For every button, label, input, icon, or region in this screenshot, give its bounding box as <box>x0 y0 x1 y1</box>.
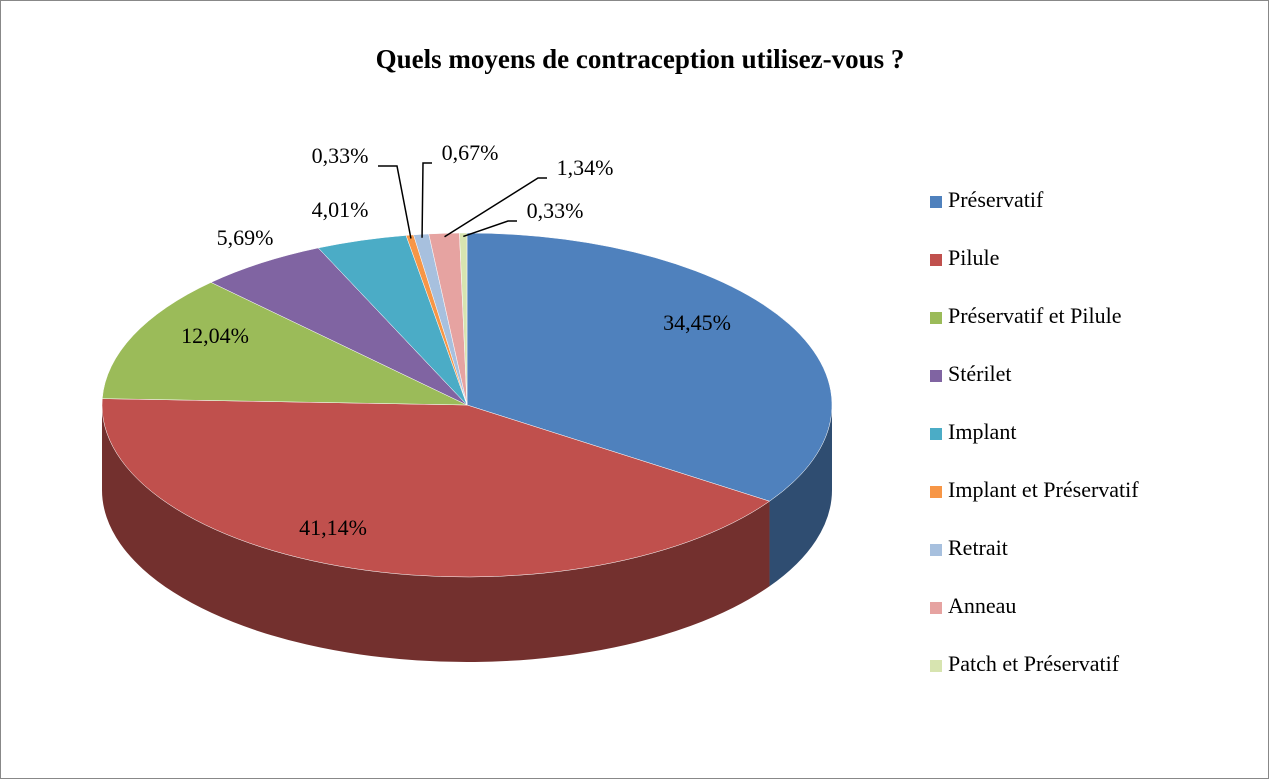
leader-line <box>463 220 517 238</box>
slice <box>101 398 771 578</box>
leader-line <box>421 162 432 238</box>
slice <box>210 247 468 406</box>
data-label: 4,01% <box>312 197 369 222</box>
legend-label: Retrait <box>948 535 1008 560</box>
legend-label: Préservatif <box>948 187 1044 212</box>
legend-swatch <box>930 370 942 382</box>
legend-label: Anneau <box>948 593 1016 618</box>
legend-swatch <box>930 660 942 672</box>
data-label: 41,14% <box>299 515 367 540</box>
data-label: 0,33% <box>527 198 584 223</box>
slice-side <box>102 405 770 662</box>
slice <box>459 232 468 406</box>
slice-side <box>769 405 832 587</box>
legend-label: Implant <box>948 419 1016 444</box>
slice <box>101 282 468 406</box>
leader-line <box>444 177 547 238</box>
data-label: 12,04% <box>181 323 249 348</box>
data-label: 0,67% <box>442 140 499 165</box>
data-label: 5,69% <box>217 225 274 250</box>
legend-swatch <box>930 544 942 556</box>
legend-label: Stérilet <box>948 361 1012 386</box>
leader-line <box>378 165 412 239</box>
slice <box>466 232 833 502</box>
legend-label: Implant et Préservatif <box>948 477 1139 502</box>
legend-label: Pilule <box>948 245 999 270</box>
legend-swatch <box>930 254 942 266</box>
data-label: 1,34% <box>557 155 614 180</box>
data-label: 34,45% <box>663 310 731 335</box>
legend-swatch <box>930 602 942 614</box>
legend-swatch <box>930 196 942 208</box>
legend-swatch <box>930 486 942 498</box>
legend-label: Préservatif et Pilule <box>948 303 1122 328</box>
legend-swatch <box>930 428 942 440</box>
data-label: 0,33% <box>312 143 369 168</box>
legend-label: Patch et Préservatif <box>948 651 1120 676</box>
chart-title: Quels moyens de contraception utilisez-v… <box>376 44 905 74</box>
legend-swatch <box>930 312 942 324</box>
